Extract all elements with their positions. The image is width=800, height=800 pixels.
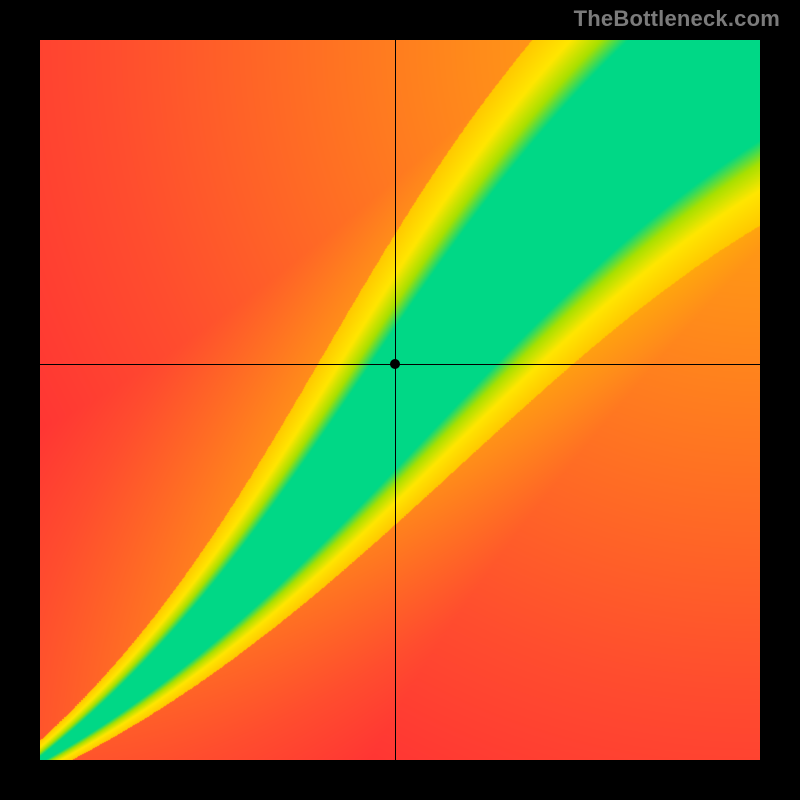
crosshair-vertical (395, 40, 396, 760)
heatmap-canvas (40, 40, 760, 760)
watermark-text: TheBottleneck.com (574, 6, 780, 32)
chart-container: TheBottleneck.com (0, 0, 800, 800)
crosshair-horizontal (40, 364, 760, 365)
plot-area (40, 40, 760, 760)
crosshair-marker (390, 359, 400, 369)
